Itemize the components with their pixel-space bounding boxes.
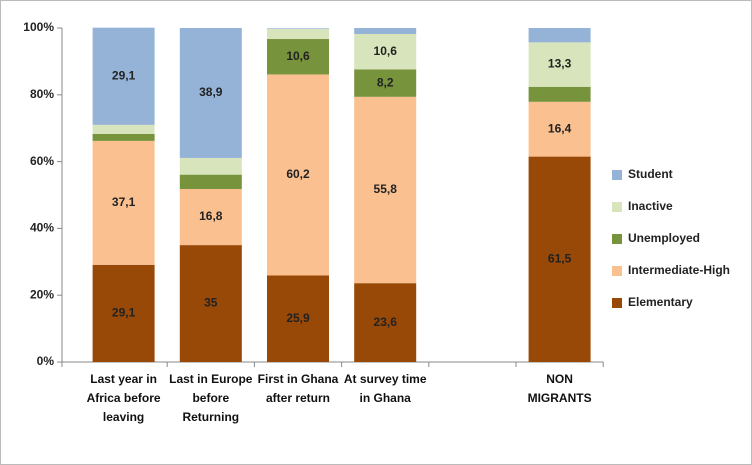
y-tick-label: 80% (30, 87, 54, 101)
data-label: 25,9 (286, 311, 310, 325)
legend-label: Intermediate-High (628, 263, 730, 277)
bar-segment (179, 28, 242, 158)
bar-segment (267, 39, 329, 75)
bar-segment (92, 264, 155, 362)
data-label: 55,8 (374, 182, 398, 196)
legend-label: Inactive (628, 199, 673, 213)
y-tick-label: 20% (30, 287, 54, 301)
bar-segment (528, 86, 591, 102)
bar-segment (354, 28, 417, 35)
legend-swatch (612, 266, 622, 276)
bar-segment (354, 96, 417, 284)
bar-segment (267, 275, 329, 362)
bar-segment (92, 124, 155, 134)
bar-segment (354, 69, 417, 97)
y-tick-label: 100% (23, 20, 54, 34)
legend-swatch (612, 202, 622, 212)
y-tick-label: 0% (37, 354, 55, 368)
legend-swatch (612, 234, 622, 244)
legend-label: Unemployed (628, 231, 700, 245)
y-tick-label: 60% (30, 154, 54, 168)
data-label: 8,2 (377, 75, 394, 89)
x-tick-label: NON MIGRANTS (527, 372, 592, 405)
bar-segment (92, 133, 155, 141)
data-label: 60,2 (286, 167, 310, 181)
y-tick-label: 40% (30, 221, 54, 235)
bar-segment (267, 28, 329, 30)
bar-segment (528, 156, 591, 362)
legend-swatch (612, 170, 622, 180)
bar-segment (267, 29, 329, 40)
data-label: 10,6 (374, 44, 398, 58)
bar-segment (354, 283, 417, 362)
legend-label: Student (628, 167, 673, 181)
data-label: 13,3 (548, 57, 572, 71)
legend-swatch (612, 298, 622, 308)
legend-label: Elementary (628, 295, 693, 309)
data-label: 16,8 (199, 209, 223, 223)
x-tick-label: At survey time in Ghana (343, 372, 427, 405)
bar-segment (267, 74, 329, 276)
bar-segment (528, 101, 591, 157)
bar-segment (92, 27, 155, 125)
data-label: 61,5 (548, 251, 572, 265)
data-label: 10,6 (286, 49, 310, 63)
data-label: 16,4 (548, 121, 572, 135)
bar-segment (354, 34, 417, 70)
bar-segment (528, 28, 591, 43)
bar-segment (179, 157, 242, 175)
data-label: 35 (204, 296, 218, 310)
x-tick-label: Last in Europe before Returning (169, 372, 253, 424)
bar-segment (528, 42, 591, 87)
x-tick-label: First in Ghana after return (257, 372, 339, 405)
data-label: 29,1 (112, 68, 136, 82)
bar-segment (179, 174, 242, 189)
data-label: 37,1 (112, 195, 136, 209)
x-tick-label: Last year in Africa before leaving (86, 372, 161, 424)
data-label: 38,9 (199, 85, 223, 99)
bar-segment (92, 140, 155, 265)
data-label: 29,1 (112, 306, 136, 320)
data-label: 23,6 (374, 315, 398, 329)
bar-segment (179, 245, 242, 362)
bar-segment (179, 188, 242, 246)
